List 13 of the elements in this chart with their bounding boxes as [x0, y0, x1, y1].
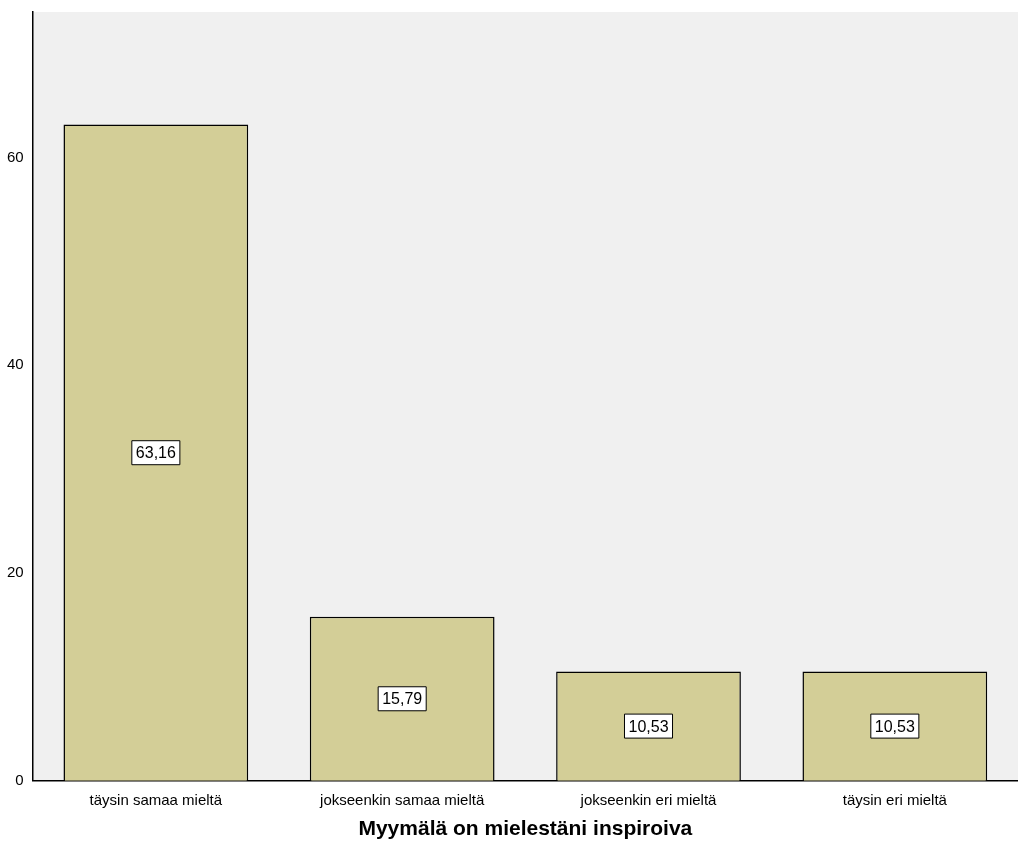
- y-tick-label: 60: [7, 147, 24, 165]
- x-tick-label: jokseenkin samaa mieltä: [319, 790, 485, 808]
- y-tick-label: 40: [7, 355, 24, 373]
- x-tick-label: jokseenkin eri mieltä: [579, 790, 718, 808]
- x-axis-title: Myymälä on mielestäni inspiroiva: [358, 816, 693, 840]
- data-label: 10,53: [628, 717, 669, 735]
- x-tick-label: täysin eri mieltä: [842, 790, 948, 808]
- data-label: 10,53: [874, 717, 915, 735]
- y-tick-label: 20: [7, 563, 24, 581]
- data-label: 63,16: [135, 444, 176, 462]
- y-tick-label: 0: [15, 770, 24, 788]
- x-tick-label: täysin samaa mieltä: [89, 790, 223, 808]
- data-label: 15,79: [382, 690, 423, 708]
